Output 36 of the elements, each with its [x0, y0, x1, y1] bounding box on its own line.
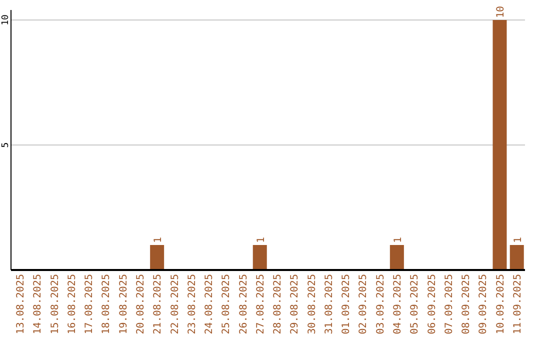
x-tick-label: 27.08.2025: [255, 274, 266, 334]
data-label: 1: [153, 236, 164, 243]
x-tick-label: 16.08.2025: [66, 274, 78, 334]
x-tick-label: 17.08.2025: [84, 274, 96, 334]
x-tick-label: 01.09.2025: [341, 274, 352, 334]
y-tick-label: 5: [1, 142, 11, 148]
x-tick-label: 22.08.2025: [170, 274, 181, 334]
x-tick-label: 10.09.2025: [495, 274, 506, 334]
data-label: 1: [392, 236, 404, 243]
x-tick-label: 28.08.2025: [272, 274, 284, 334]
x-tick-label: 03.09.2025: [375, 274, 386, 334]
x-tick-label: 15.08.2025: [50, 274, 61, 334]
x-tick-label: 05.09.2025: [410, 274, 421, 334]
data-label: 1: [256, 236, 267, 243]
x-tick-label: 14.08.2025: [32, 274, 44, 334]
x-tick-label: 04.09.2025: [392, 274, 404, 334]
x-tick-label: 11.09.2025: [512, 274, 524, 334]
x-tick-label: 08.09.2025: [461, 274, 472, 334]
x-tick-label: 20.08.2025: [136, 274, 146, 334]
x-tick-label: 02.09.2025: [358, 274, 370, 334]
x-tick-label: 29.08.2025: [290, 274, 301, 334]
x-tick-label: 13.08.2025: [16, 274, 27, 334]
x-tick-label: 07.09.2025: [444, 274, 455, 334]
x-tick-label: 06.09.2025: [426, 274, 438, 334]
x-tick-label: 24.08.2025: [204, 274, 216, 334]
x-tick-label: 09.09.2025: [478, 274, 490, 334]
data-label: 10: [496, 6, 507, 18]
x-tick-label: 23.08.2025: [186, 274, 198, 334]
x-tick-label: 26.08.2025: [238, 274, 250, 334]
x-tick-label: 31.08.2025: [324, 274, 335, 334]
x-tick-label: 19.08.2025: [118, 274, 130, 334]
x-tick-label: 25.08.2025: [221, 274, 232, 334]
x-tick-label: 21.08.2025: [152, 274, 164, 334]
x-tick-label: 18.08.2025: [101, 274, 112, 334]
data-label: 1: [512, 236, 524, 243]
x-tick-label: 30.08.2025: [306, 274, 318, 334]
